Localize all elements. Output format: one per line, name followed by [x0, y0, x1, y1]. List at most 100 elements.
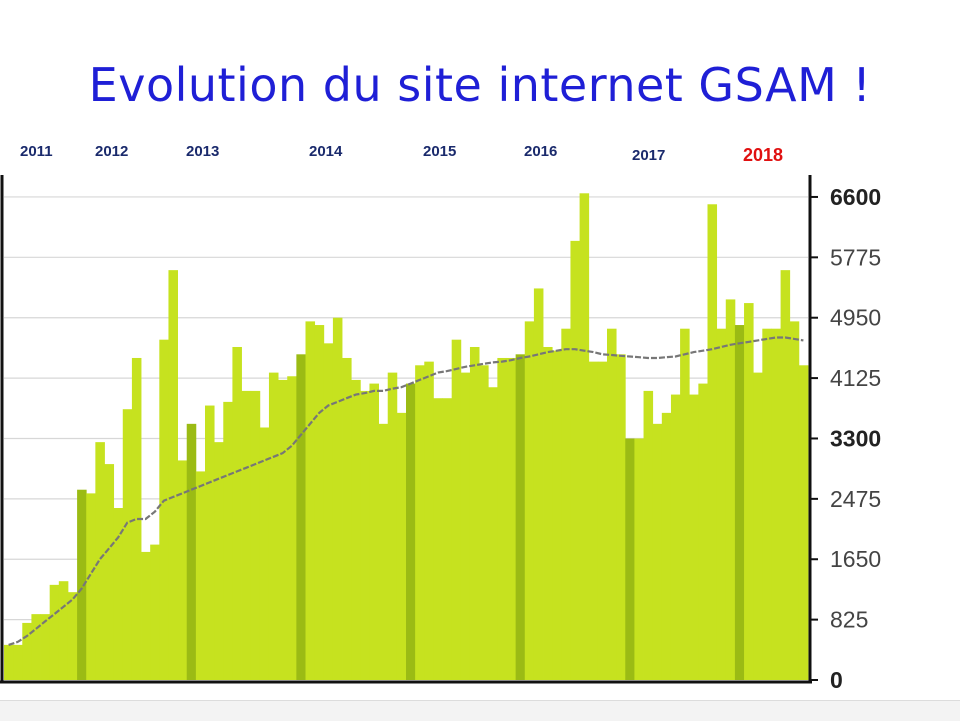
bar: [241, 390, 252, 680]
chart-canvas: 0 825 1650 2475 3300 4125 4950 5775 6600: [0, 175, 881, 693]
chart-title: Evolution du site internet GSAM !: [88, 58, 872, 112]
bar: [351, 379, 361, 680]
bar: [104, 464, 115, 680]
year-start-bar: [186, 423, 197, 680]
year-start-bar: [77, 489, 87, 680]
bar: [424, 361, 434, 680]
trend-line: [8, 336, 804, 646]
bar: [497, 357, 507, 680]
year-label-2014: 2014: [309, 143, 343, 160]
bar: [268, 372, 279, 680]
bar: [49, 584, 60, 680]
bar: [323, 343, 334, 680]
year-label-2012: 2012: [95, 143, 129, 160]
year-label-2015: 2015: [423, 143, 457, 160]
y-tick-label: 3300: [830, 425, 881, 451]
bar: [369, 383, 379, 680]
bar: [342, 357, 352, 680]
bar: [798, 365, 809, 680]
bar: [597, 361, 608, 680]
bar: [789, 321, 800, 680]
y-tick-label: 0: [830, 667, 843, 693]
bar: [616, 354, 626, 680]
axes: [0, 175, 818, 684]
bar: [570, 240, 580, 680]
year-label-2013: 2013: [186, 143, 220, 160]
year-label-2016: 2016: [524, 143, 558, 160]
bar: [716, 328, 727, 680]
bar: [433, 398, 443, 680]
bar: [86, 493, 96, 680]
bar: [387, 372, 398, 680]
y-tick-label: 2475: [830, 486, 881, 512]
year-label-2017: 2017: [632, 147, 666, 164]
y-tick-label: 4125: [830, 365, 881, 391]
year-start-bar: [515, 354, 526, 680]
y-tick-label: 825: [830, 607, 868, 633]
bar: [314, 325, 325, 680]
footer-bar: [0, 700, 960, 721]
bar: [31, 614, 41, 680]
y-tick-label: 6600: [830, 184, 881, 210]
bar: [223, 401, 233, 680]
bar: [168, 270, 178, 680]
bar: [232, 346, 242, 680]
trend-line-path: [8, 336, 804, 646]
bar: [141, 551, 151, 680]
bar: [332, 317, 343, 680]
bar: [652, 423, 663, 680]
bar: [460, 372, 471, 680]
bar: [670, 394, 681, 680]
bar: [488, 387, 498, 680]
bar: [579, 193, 590, 680]
bar: [643, 390, 654, 680]
bar: [588, 361, 599, 680]
year-label-2018: 2018: [743, 145, 784, 165]
bar: [561, 328, 571, 680]
bar: [479, 365, 489, 680]
bar: [214, 442, 224, 680]
year-start-bar: [734, 325, 745, 680]
bars: [4, 193, 809, 680]
bar: [360, 390, 370, 680]
bar: [661, 412, 672, 680]
bar: [689, 394, 699, 680]
bar: [543, 346, 553, 680]
bar: [771, 328, 781, 680]
bar: [378, 423, 389, 680]
bar: [524, 321, 535, 680]
bar: [552, 350, 562, 680]
bar: [707, 204, 718, 680]
bar: [58, 581, 69, 680]
bar: [287, 376, 297, 680]
bar: [607, 328, 617, 680]
bar: [469, 346, 480, 680]
bar: [195, 471, 206, 680]
y-tick-labels: 0 825 1650 2475 3300 4125 4950 5775 6600: [830, 184, 881, 693]
y-tick-label: 1650: [830, 546, 881, 572]
bar: [22, 622, 32, 680]
bar: [131, 357, 142, 680]
year-start-bar: [625, 438, 635, 680]
bar: [725, 299, 736, 680]
bar: [122, 409, 133, 680]
bar: [40, 614, 51, 680]
bar: [396, 412, 407, 680]
bar: [698, 383, 708, 680]
bar: [533, 288, 544, 680]
bar: [680, 328, 690, 680]
y-tick-label: 4950: [830, 305, 881, 331]
bar: [634, 438, 644, 680]
bar: [506, 357, 517, 680]
y-tick-label: 5775: [830, 244, 881, 270]
bar: [442, 398, 453, 680]
bar: [159, 339, 169, 680]
bar: [13, 644, 23, 680]
bar: [780, 270, 791, 680]
bar: [451, 339, 462, 680]
bar: [753, 372, 763, 680]
bar: [67, 592, 78, 680]
bar: [259, 427, 270, 680]
year-start-bar: [296, 354, 306, 680]
bar: [177, 460, 188, 680]
